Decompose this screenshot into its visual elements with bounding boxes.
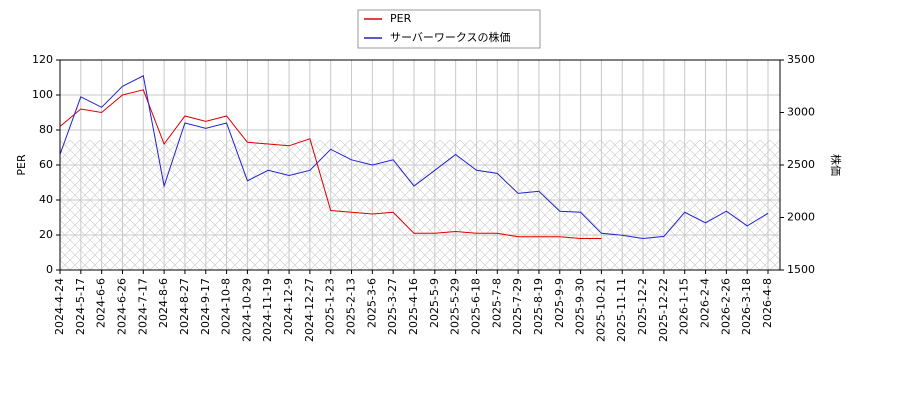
x-tick-label: 2025-1-23 <box>324 278 337 335</box>
y-tick-label: 120 <box>32 53 53 66</box>
series-line <box>59 75 769 240</box>
x-tick-label: 2025-5-9 <box>428 278 441 328</box>
y-tick-label: 60 <box>39 158 53 171</box>
x-tick-label: 2024-9-17 <box>199 278 212 335</box>
x-tick-label: 2024-11-19 <box>261 278 274 342</box>
legend <box>357 9 541 49</box>
x-tick-label: 2025-9-30 <box>574 278 587 335</box>
x-tick-label: 2025-11-11 <box>615 278 628 342</box>
x-tick-label: 2026-4-8 <box>761 278 774 328</box>
x-tick-label: 2026-1-15 <box>678 278 691 335</box>
x-tick-label: 2025-5-29 <box>449 278 462 335</box>
x-tick-label: 2024-12-27 <box>303 278 316 342</box>
x-tick-label: 2026-2-26 <box>719 278 732 335</box>
legend-label: PER <box>390 12 412 25</box>
x-tick-label: 2025-3-6 <box>365 278 378 328</box>
series-line <box>59 89 602 239</box>
x-tick-label: 2025-3-27 <box>386 278 399 335</box>
y-tick-label: 80 <box>39 123 53 136</box>
x-tick-label: 2024-4-24 <box>53 278 66 335</box>
x-tick-label: 2024-10-8 <box>220 278 233 335</box>
x-tick-label: 2024-8-6 <box>157 278 170 328</box>
x-tick-label: 2025-8-19 <box>532 278 545 335</box>
x-tick-label: 2024-10-29 <box>240 278 253 342</box>
y-tick-label: 40 <box>39 193 53 206</box>
y-tick-label: 20 <box>39 228 53 241</box>
hatch-area <box>60 140 780 270</box>
x-tick-label: 2025-7-8 <box>490 278 503 328</box>
x-tick-label: 2025-9-9 <box>553 278 566 328</box>
x-tick-label: 2025-6-18 <box>469 278 482 335</box>
x-tick-label: 2026-2-4 <box>699 278 712 328</box>
x-tick-label: 2024-6-26 <box>115 278 128 335</box>
x-tick-label: 2025-4-16 <box>407 278 420 335</box>
x-tick-label: 2025-7-29 <box>511 278 524 335</box>
y2-tick-label: 1500 <box>787 263 815 276</box>
x-tick-label: 2024-8-27 <box>178 278 191 335</box>
x-tick-label: 2025-2-13 <box>345 278 358 335</box>
y2-axis-label: 株価 <box>829 154 843 176</box>
y2-tick-label: 3000 <box>787 106 815 119</box>
x-tick-label: 2024-6-6 <box>95 278 108 328</box>
y-tick-label: 0 <box>46 263 53 276</box>
x-tick-label: 2025-10-21 <box>594 278 607 342</box>
y2-tick-label: 2500 <box>787 158 815 171</box>
y2-tick-label: 3500 <box>787 53 815 66</box>
x-tick-label: 2025-12-22 <box>657 278 670 342</box>
x-tick-label: 2024-5-17 <box>74 278 87 335</box>
y2-tick-label: 2000 <box>787 211 815 224</box>
x-tick-label: 2026-3-18 <box>740 278 753 335</box>
y-axis-label: PER <box>15 154 28 176</box>
y-tick-label: 100 <box>32 88 53 101</box>
legend-label: サーバーワークスの株価 <box>390 30 511 44</box>
x-tick-label: 2024-12-9 <box>282 278 295 335</box>
x-tick-label: 2024-7-17 <box>136 278 149 335</box>
x-tick-label: 2025-12-2 <box>636 278 649 335</box>
